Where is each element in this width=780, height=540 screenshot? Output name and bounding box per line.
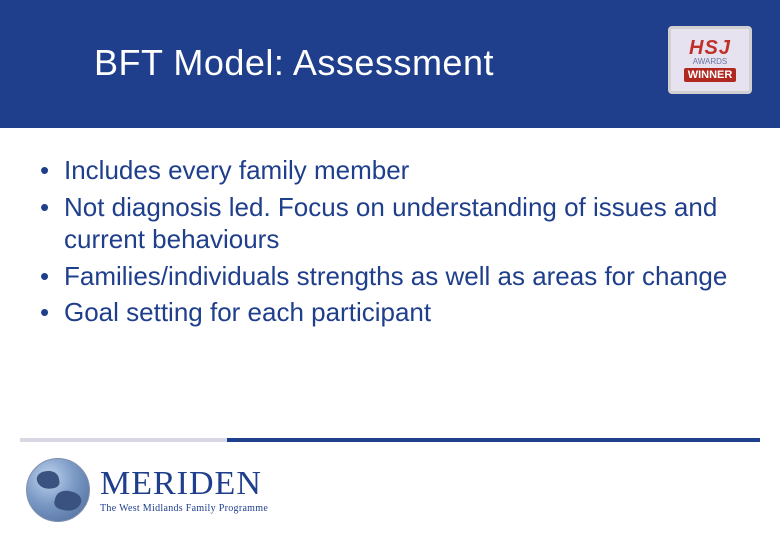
bullet-item: Includes every family member bbox=[36, 154, 744, 187]
slide-header: BFT Model: Assessment HSJ AWARDS WINNER bbox=[0, 0, 780, 128]
bullet-item: Goal setting for each participant bbox=[36, 296, 744, 329]
footer-logo: MERIDEN The West Midlands Family Program… bbox=[26, 458, 268, 522]
badge-line1: HSJ bbox=[689, 38, 731, 58]
bullet-item: Not diagnosis led. Focus on understandin… bbox=[36, 191, 744, 256]
badge-line2: AWARDS bbox=[693, 58, 728, 67]
slide-title: BFT Model: Assessment bbox=[94, 42, 494, 84]
logo-sub-text: The West Midlands Family Programme bbox=[100, 503, 268, 514]
award-badge: HSJ AWARDS WINNER bbox=[668, 26, 752, 94]
badge-line3: WINNER bbox=[684, 68, 737, 82]
footer-divider bbox=[20, 438, 760, 442]
bullet-item: Families/individuals strengths as well a… bbox=[36, 260, 744, 293]
logo-main-text: MERIDEN bbox=[100, 467, 268, 501]
globe-icon bbox=[26, 458, 90, 522]
bullet-list: Includes every family member Not diagnos… bbox=[36, 154, 744, 333]
